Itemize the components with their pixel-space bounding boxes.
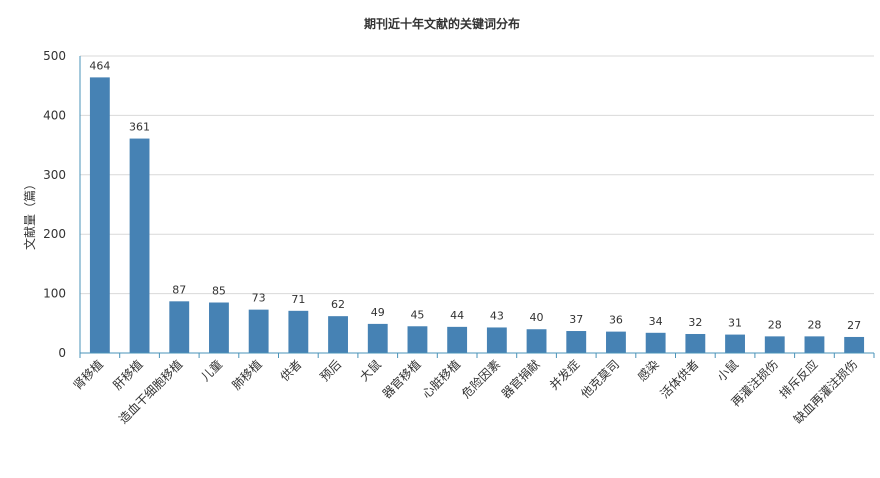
data-label: 40 [530,311,544,324]
data-label: 44 [450,309,464,322]
x-tick-label: 器官移植 [379,357,424,402]
x-tick-label: 肾移植 [70,357,106,393]
data-label: 43 [490,309,504,322]
x-tick-label: 预后 [317,357,344,384]
bar [328,316,348,353]
y-tick-label: 100 [43,287,66,301]
data-label: 361 [129,121,150,134]
x-tick-label: 肝移植 [110,357,146,393]
x-tick-label: 并发症 [546,357,582,393]
chart-title: 期刊近十年文献的关键词分布 [364,16,520,31]
axes [79,56,875,358]
x-tick-label: 活体供者 [658,357,702,401]
bar [606,331,626,353]
data-label: 37 [569,313,583,326]
bar [804,336,825,353]
x-tick-label: 心脏移植 [419,357,464,402]
data-label: 31 [728,317,742,330]
x-tick-label: 他克莫司 [578,357,622,401]
data-label: 32 [688,316,702,329]
data-label: 49 [371,306,385,319]
bar [129,138,150,353]
y-tick-label: 500 [43,49,66,63]
gridlines [80,55,874,295]
data-label: 464 [89,59,110,72]
data-label: 36 [609,314,623,327]
x-tick-label: 肺移植 [229,357,265,393]
data-label: 34 [649,315,663,328]
bar [248,309,269,353]
data-label: 45 [410,308,424,321]
bar [844,336,865,353]
bar [486,327,507,353]
bar [169,301,190,353]
y-tick-label: 400 [43,108,66,122]
data-label: 87 [172,283,186,296]
x-tick-label: 儿童 [197,357,225,385]
bar [447,326,468,353]
data-labels: 464 361 87 85 73 71 62 49 45 44 43 40 37 36 34 32 31 28 28… [89,59,861,332]
bar [526,329,547,353]
data-label: 71 [291,293,305,306]
bars [89,77,865,353]
y-tick-label: 200 [43,227,66,241]
x-tick-label: 供者 [278,357,305,384]
bar [725,334,745,353]
y-tick-labels: 0 100 200 300 400 500 [43,49,66,360]
y-tick-label: 300 [43,168,66,182]
bar [645,332,666,353]
bar [566,331,587,353]
bar [367,323,388,353]
data-label: 28 [807,318,821,331]
x-tick-label: 感染 [634,357,662,385]
data-label: 27 [847,319,861,332]
data-label: 85 [212,285,226,298]
bar [89,77,110,353]
x-tick-label: 危险因素 [458,357,503,402]
data-label: 73 [252,292,266,305]
bar [685,333,706,353]
x-tick-label: 器官捐献 [498,357,543,402]
data-label: 62 [331,298,345,311]
x-tick-label: 大鼠 [357,357,384,384]
x-tick-label: 小鼠 [714,357,741,384]
y-axis-title: 文献量（篇） [22,178,37,250]
data-label: 28 [768,318,782,331]
y-tick-label: 0 [58,346,66,360]
bar [407,326,428,353]
bar [209,302,229,353]
bar [764,336,785,353]
bar [288,310,309,353]
